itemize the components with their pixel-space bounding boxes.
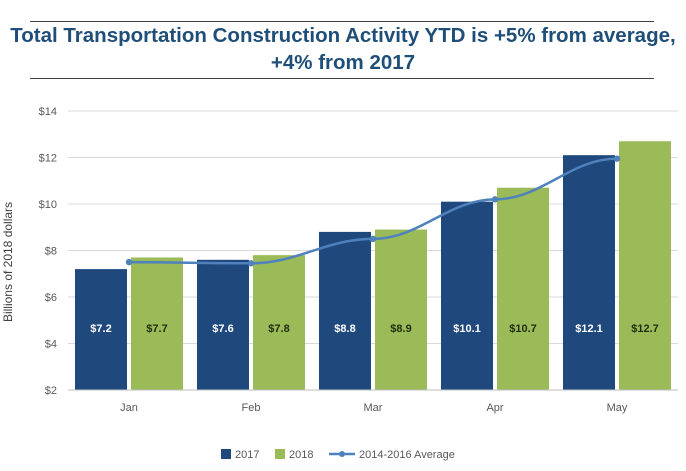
chart-title-line-2: +4% from 2017 <box>270 51 416 74</box>
bar-label: $7.7 <box>146 323 167 335</box>
bar-label: $8.8 <box>334 323 355 335</box>
y-tick-label: $12 <box>39 153 57 165</box>
y-axis-label: Billions of 2018 dollars <box>1 202 15 322</box>
bar-2017-Apr <box>441 201 493 390</box>
legend-marker-average <box>339 451 345 457</box>
bar-2018-Mar <box>375 229 427 390</box>
legend-label: 2014-2016 Average <box>359 449 455 461</box>
bar-label: $12.7 <box>631 323 659 335</box>
legend-swatch-2018 <box>275 449 285 459</box>
average-point <box>125 258 133 266</box>
x-tick-label: Mar <box>364 402 383 414</box>
bar-label: $8.9 <box>390 323 411 335</box>
bars <box>75 141 671 390</box>
x-tick-label: May <box>607 402 628 414</box>
legend-label: 2018 <box>289 449 313 461</box>
bar-2018-Feb <box>253 255 305 390</box>
legend: 2017 2018 2014-2016 Average <box>221 449 455 461</box>
bar-2018-Jan <box>131 257 183 390</box>
y-tick-label: $8 <box>45 246 57 258</box>
y-tick-label: $2 <box>45 385 57 397</box>
average-line <box>125 155 621 267</box>
average-point <box>247 260 255 267</box>
bar-labels: $7.2 $7.7 $7.6 $7.8 $8.8 $8.9 $10.1 $10.7 $12.1 $… <box>90 323 658 335</box>
y-tick-label: $6 <box>45 292 57 304</box>
bar-2017-May <box>563 155 615 390</box>
y-tick-label: $14 <box>39 106 57 118</box>
bar-label: $10.7 <box>509 323 537 335</box>
legend-swatch-2017 <box>221 449 231 459</box>
chart-title-line-1: Total Transportation Construction Activi… <box>10 24 676 47</box>
bar-2017-Mar <box>319 231 371 390</box>
title-rule-bottom <box>30 78 654 79</box>
y-axis-ticks: $2 $4 $6 $8 $10 $12 $14 <box>39 106 57 397</box>
bar-label: $7.8 <box>268 323 289 335</box>
bar-label: $12.1 <box>575 323 603 335</box>
bar-2017-Jan <box>75 269 127 390</box>
average-point <box>491 196 499 203</box>
bar-label: $7.6 <box>212 323 233 335</box>
bar-2018-May <box>619 141 671 390</box>
x-tick-label: Apr <box>486 402 503 414</box>
average-point <box>613 155 621 162</box>
bar-2018-Apr <box>497 187 549 390</box>
chart-title: Total Transportation Construction Activi… <box>0 22 686 76</box>
x-axis-ticks: Jan Feb Mar Apr May <box>120 402 628 414</box>
x-tick-label: Jan <box>120 402 138 414</box>
bar-label: $7.2 <box>90 323 111 335</box>
y-tick-label: $4 <box>45 339 57 351</box>
y-tick-label: $10 <box>39 199 57 211</box>
title-rule-top <box>30 21 654 22</box>
bar-label: $10.1 <box>453 323 481 335</box>
x-tick-label: Feb <box>242 402 261 414</box>
average-point <box>369 235 377 243</box>
bar-2017-Feb <box>197 259 249 390</box>
legend-label: 2017 <box>235 449 259 461</box>
